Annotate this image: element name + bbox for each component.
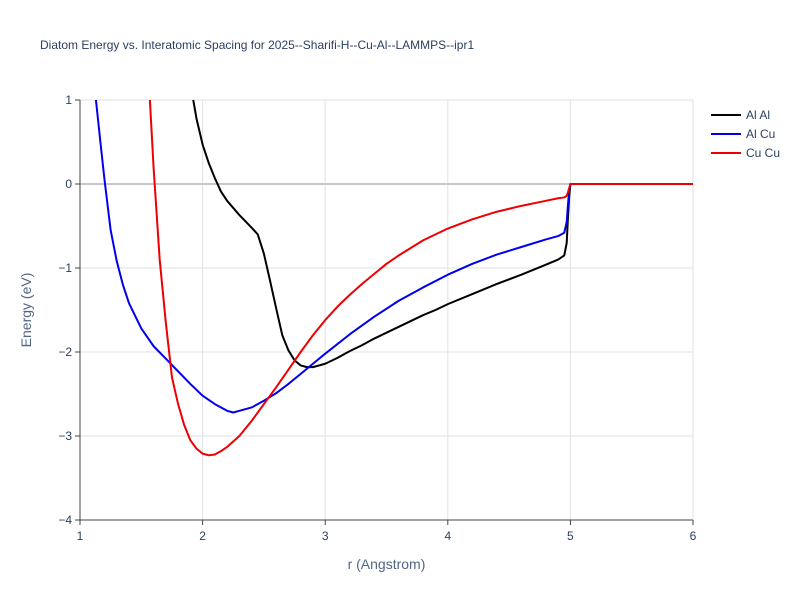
y-axis-title: Energy (eV) [18, 273, 34, 348]
series-line-al-al [192, 100, 693, 369]
x-tick-label: 2 [199, 529, 206, 543]
legend-item-al-cu[interactable]: Al Cu [711, 127, 775, 141]
y-tick-label: −3 [58, 429, 72, 443]
legend-item-al-al[interactable]: Al Al [711, 108, 770, 122]
x-tick-label: 4 [444, 529, 451, 543]
x-tick-label: 3 [322, 529, 329, 543]
series-group [94, 100, 693, 457]
y-tick-label: −2 [58, 345, 72, 359]
legend-item-cu-cu[interactable]: Cu Cu [711, 146, 780, 160]
x-axis: 1 2 3 4 5 6 [77, 519, 697, 543]
y-tick-label: 1 [65, 93, 72, 107]
plot-background [80, 100, 693, 520]
x-tick-label: 6 [690, 529, 697, 543]
legend-label: Cu Cu [746, 146, 780, 160]
x-tick-label: 5 [567, 529, 574, 543]
legend[interactable]: Al Al Al Cu Cu Cu [711, 108, 780, 160]
legend-label: Al Al [746, 108, 770, 122]
series-line-al-cu [94, 100, 693, 414]
series-line-cu-cu [148, 100, 693, 457]
chart-title: Diatom Energy vs. Interatomic Spacing fo… [40, 38, 474, 52]
y-tick-label: 0 [65, 177, 72, 191]
x-tick-label: 1 [77, 529, 84, 543]
legend-label: Al Cu [746, 127, 775, 141]
y-tick-label: −4 [58, 513, 72, 527]
y-tick-label: −1 [58, 261, 72, 275]
x-axis-title: r (Angstrom) [348, 556, 426, 572]
y-axis: −4 −3 −2 −1 0 1 [58, 93, 81, 527]
